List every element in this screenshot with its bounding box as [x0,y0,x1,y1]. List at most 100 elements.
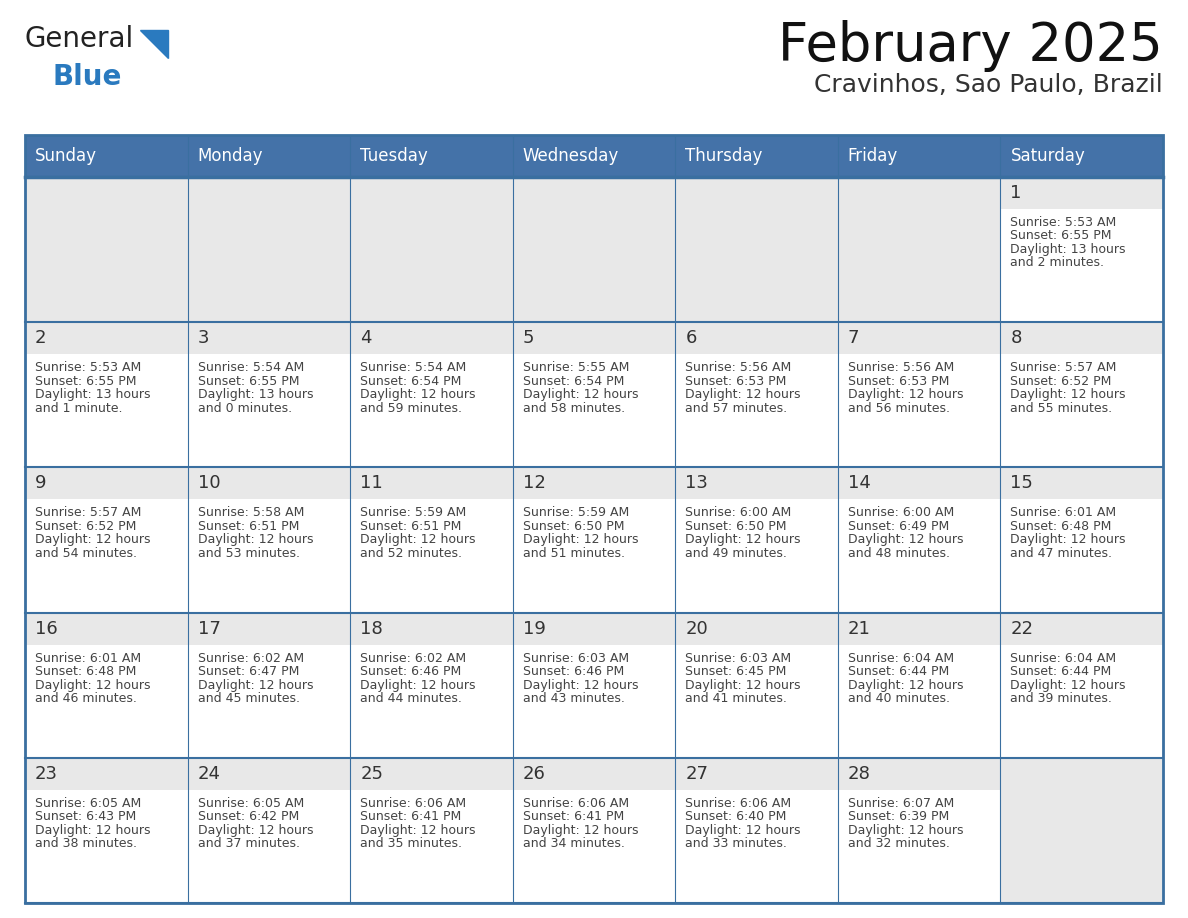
Text: Sunrise: 5:55 AM: Sunrise: 5:55 AM [523,361,630,375]
Text: 2: 2 [34,330,46,347]
Text: and 41 minutes.: and 41 minutes. [685,692,788,705]
Bar [25,177,188,322]
Bar [188,467,350,499]
Bar [188,757,350,789]
Bar [838,612,1000,757]
Text: Sunrise: 6:02 AM: Sunrise: 6:02 AM [360,652,466,665]
Bar [25,322,188,354]
Text: Saturday: Saturday [1011,147,1085,165]
Bar [188,135,350,177]
Text: and 1 minute.: and 1 minute. [34,402,122,415]
Text: 9: 9 [34,475,46,492]
Text: and 40 minutes.: and 40 minutes. [848,692,950,705]
Text: 3: 3 [197,330,209,347]
Text: Daylight: 12 hours: Daylight: 12 hours [523,533,638,546]
Text: and 58 minutes.: and 58 minutes. [523,402,625,415]
Text: Daylight: 12 hours: Daylight: 12 hours [1011,533,1126,546]
Text: Sunrise: 5:56 AM: Sunrise: 5:56 AM [685,361,791,375]
Text: Daylight: 12 hours: Daylight: 12 hours [360,823,475,836]
Bar [1000,467,1163,612]
Text: and 46 minutes.: and 46 minutes. [34,692,137,705]
Text: Thursday: Thursday [685,147,763,165]
Text: Sunrise: 6:00 AM: Sunrise: 6:00 AM [848,507,954,520]
Text: and 53 minutes.: and 53 minutes. [197,547,299,560]
Text: Sunrise: 6:07 AM: Sunrise: 6:07 AM [848,797,954,810]
Text: Daylight: 12 hours: Daylight: 12 hours [685,678,801,691]
Bar [25,612,188,644]
Text: Sunrise: 6:06 AM: Sunrise: 6:06 AM [523,797,628,810]
Bar [1000,612,1163,757]
Bar [188,467,350,612]
Bar [675,612,838,757]
Text: Daylight: 12 hours: Daylight: 12 hours [848,823,963,836]
Bar [350,322,513,467]
Text: Sunrise: 6:01 AM: Sunrise: 6:01 AM [1011,507,1117,520]
Text: Daylight: 13 hours: Daylight: 13 hours [1011,243,1126,256]
Text: Sunset: 6:50 PM: Sunset: 6:50 PM [523,520,624,532]
Text: 15: 15 [1011,475,1034,492]
Text: Sunrise: 5:54 AM: Sunrise: 5:54 AM [197,361,304,375]
Text: Sunrise: 6:06 AM: Sunrise: 6:06 AM [360,797,466,810]
Text: Sunset: 6:41 PM: Sunset: 6:41 PM [523,811,624,823]
Bar [675,612,838,644]
Text: 12: 12 [523,475,545,492]
Bar [838,322,1000,467]
Text: and 59 minutes.: and 59 minutes. [360,402,462,415]
Bar [350,467,513,612]
Bar [838,135,1000,177]
Bar [838,612,1000,644]
Text: Daylight: 12 hours: Daylight: 12 hours [34,823,151,836]
Text: Sunset: 6:43 PM: Sunset: 6:43 PM [34,811,137,823]
Bar [513,467,675,612]
Text: Daylight: 12 hours: Daylight: 12 hours [523,678,638,691]
Text: 17: 17 [197,620,221,638]
Bar [675,135,838,177]
Text: Sunrise: 5:57 AM: Sunrise: 5:57 AM [34,507,141,520]
Text: Sunset: 6:45 PM: Sunset: 6:45 PM [685,665,786,678]
Text: Sunset: 6:39 PM: Sunset: 6:39 PM [848,811,949,823]
Text: 26: 26 [523,765,545,783]
Bar [513,757,675,903]
Text: 27: 27 [685,765,708,783]
Text: Sunset: 6:48 PM: Sunset: 6:48 PM [34,665,137,678]
Text: Sunset: 6:51 PM: Sunset: 6:51 PM [197,520,299,532]
Bar [838,177,1000,322]
Bar [188,177,350,322]
Text: Daylight: 12 hours: Daylight: 12 hours [523,823,638,836]
Bar [675,757,838,903]
Text: 8: 8 [1011,330,1022,347]
Text: Daylight: 12 hours: Daylight: 12 hours [34,678,151,691]
Text: Daylight: 12 hours: Daylight: 12 hours [1011,678,1126,691]
Text: Daylight: 12 hours: Daylight: 12 hours [197,533,314,546]
Text: Daylight: 13 hours: Daylight: 13 hours [197,388,314,401]
Text: 28: 28 [848,765,871,783]
Bar [25,757,188,903]
Text: Sunset: 6:49 PM: Sunset: 6:49 PM [848,520,949,532]
Bar [1000,177,1163,209]
Bar [675,467,838,499]
Text: Sunset: 6:52 PM: Sunset: 6:52 PM [34,520,137,532]
Bar [675,757,838,789]
Text: Sunrise: 5:54 AM: Sunrise: 5:54 AM [360,361,467,375]
Text: 4: 4 [360,330,372,347]
Text: and 57 minutes.: and 57 minutes. [685,402,788,415]
Text: Sunrise: 6:06 AM: Sunrise: 6:06 AM [685,797,791,810]
Text: and 47 minutes.: and 47 minutes. [1011,547,1112,560]
Bar [513,612,675,644]
Text: 23: 23 [34,765,58,783]
Text: Sunset: 6:46 PM: Sunset: 6:46 PM [360,665,461,678]
Bar [1000,467,1163,499]
Bar [675,177,838,322]
Text: 7: 7 [848,330,859,347]
Bar [350,612,513,644]
Bar [350,757,513,789]
Text: 11: 11 [360,475,383,492]
Bar [675,322,838,354]
Bar [1000,322,1163,354]
Text: Daylight: 12 hours: Daylight: 12 hours [1011,388,1126,401]
Text: 14: 14 [848,475,871,492]
Text: and 37 minutes.: and 37 minutes. [197,837,299,850]
Text: 1: 1 [1011,184,1022,202]
Text: Sunrise: 5:56 AM: Sunrise: 5:56 AM [848,361,954,375]
Bar [188,322,350,354]
